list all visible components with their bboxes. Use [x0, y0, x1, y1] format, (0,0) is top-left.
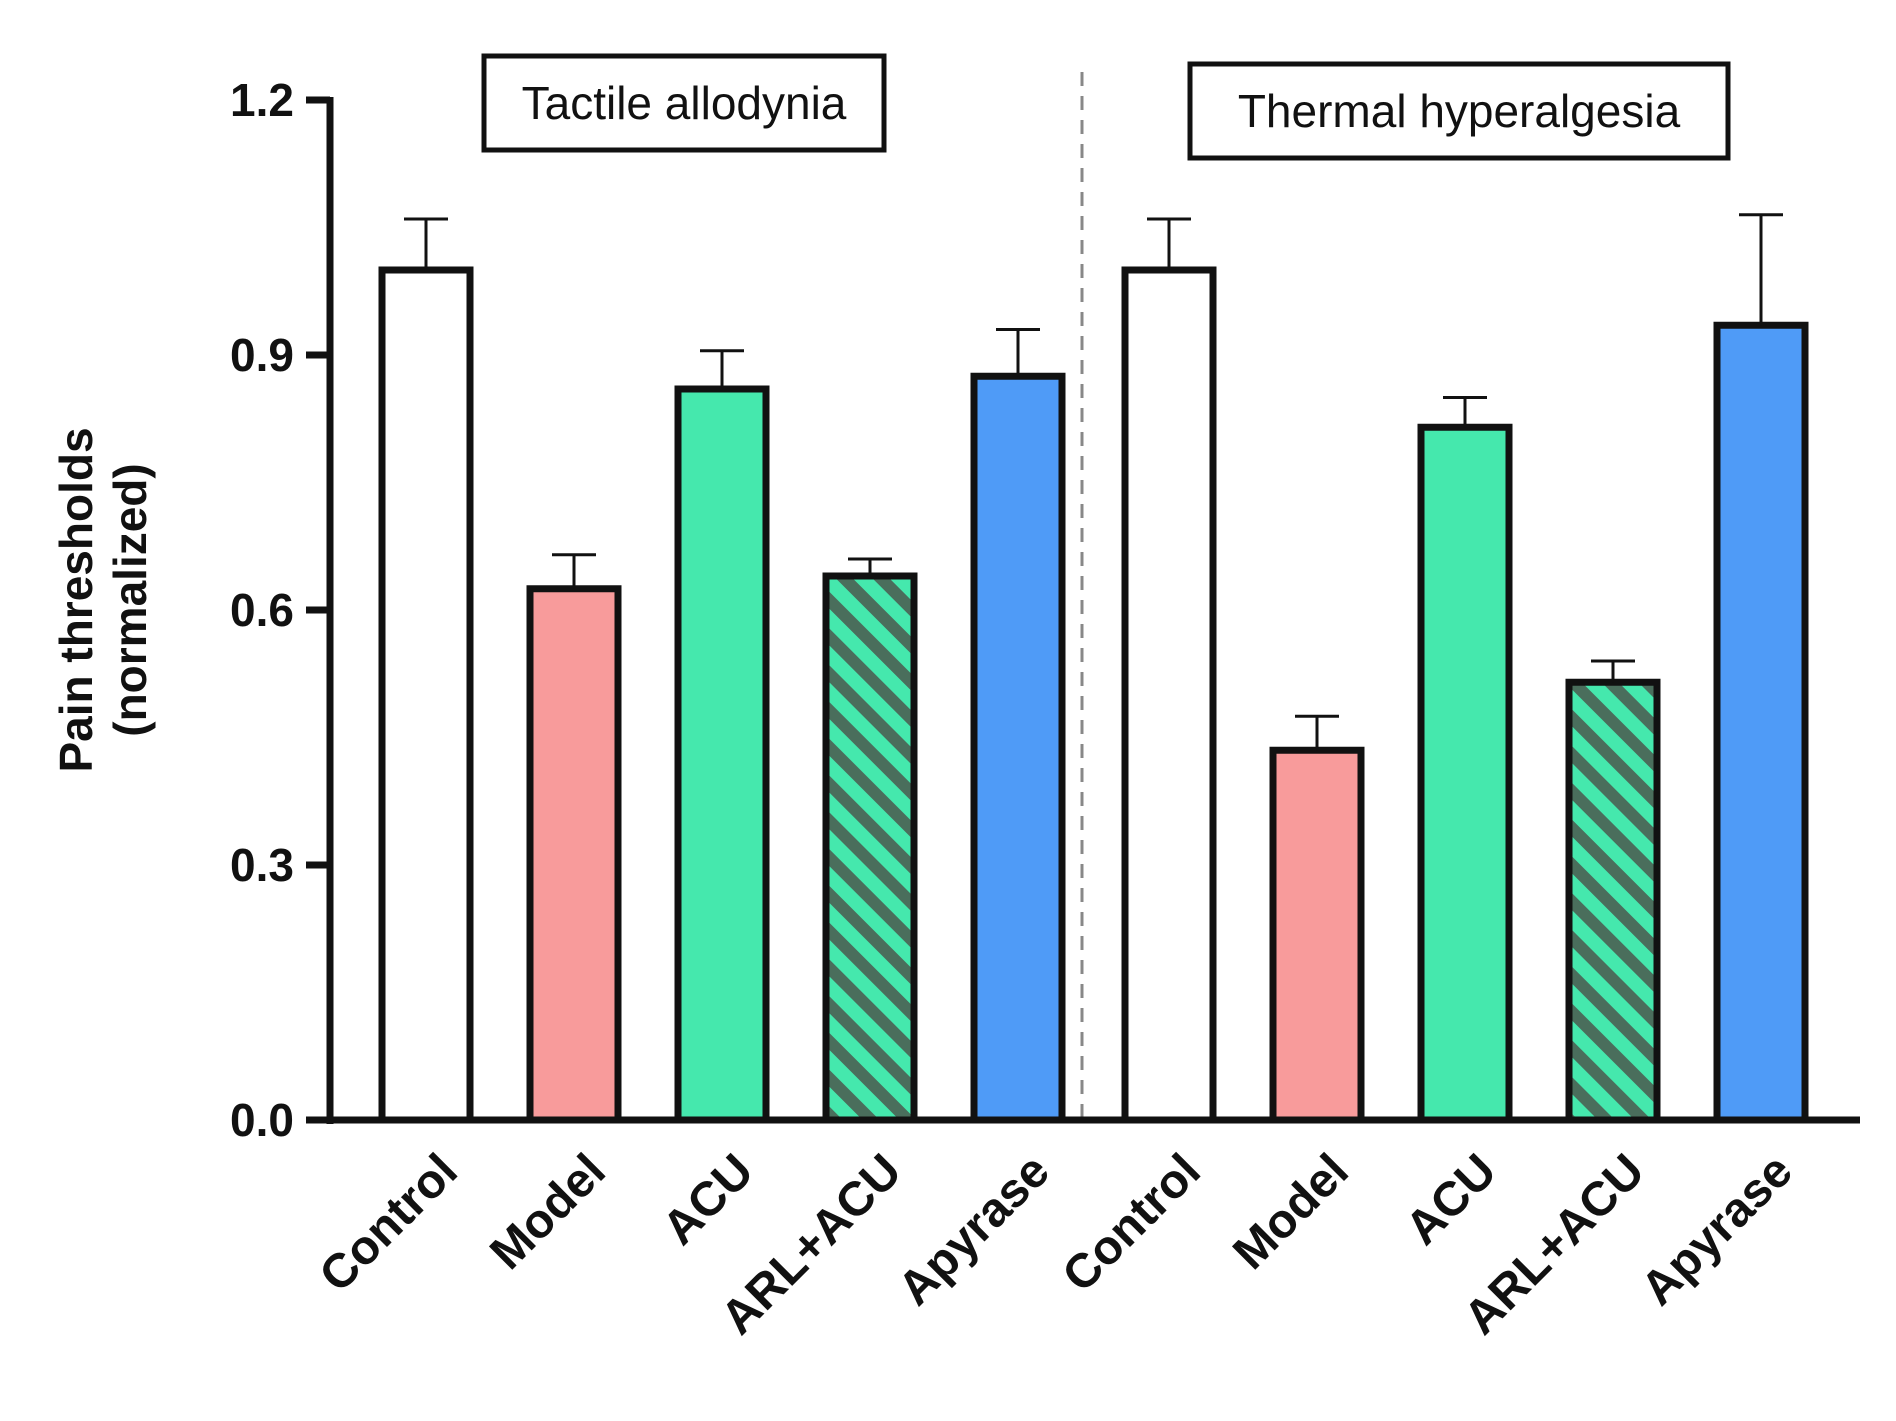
bar-thermal-hyperalgesia-arl-plus-acu: [1565, 678, 1661, 1124]
x-label-thermal-hyperalgesia-model: Model: [1223, 1144, 1359, 1280]
error-bar-thermal-hyperalgesia-arl-plus-acu: [1591, 659, 1635, 683]
x-label-thermal-hyperalgesia-acu: ACU: [1396, 1144, 1507, 1255]
y-tick-label: 0.9: [230, 329, 294, 381]
bar-tactile-allodynia-control: [378, 266, 474, 1124]
error-bar-tactile-allodynia-arl-plus-acu: [848, 557, 892, 576]
x-label-tactile-allodynia-control: Control: [310, 1144, 468, 1302]
bar-tactile-allodynia-apyrase: [970, 372, 1066, 1124]
error-bar-tactile-allodynia-apyrase: [996, 328, 1040, 377]
y-tick-label: 0.0: [230, 1094, 294, 1146]
bar-thermal-hyperalgesia-acu: [1417, 423, 1513, 1124]
error-bar-tactile-allodynia-model: [552, 553, 596, 589]
error-bar-tactile-allodynia-control: [404, 217, 448, 270]
panel-title-text: Thermal hyperalgesia: [1238, 85, 1681, 137]
error-bar-thermal-hyperalgesia-control: [1147, 217, 1191, 270]
bar-tactile-allodynia-arl-plus-acu: [822, 572, 918, 1124]
error-bar-thermal-hyperalgesia-apyrase: [1739, 213, 1783, 326]
x-label-thermal-hyperalgesia-control: Control: [1053, 1144, 1211, 1302]
x-label-tactile-allodynia-model: Model: [480, 1144, 616, 1280]
x-label-tactile-allodynia-apyrase: Apyrase: [888, 1144, 1059, 1315]
panel-title-thermal-hyperalgesia: Thermal hyperalgesia: [1187, 61, 1731, 161]
bar-tactile-allodynia-model: [526, 585, 622, 1124]
error-bar-tactile-allodynia-acu: [700, 349, 744, 389]
y-axis-label: Pain thresholds: [50, 427, 102, 772]
panel-title-text: Tactile allodynia: [522, 77, 847, 129]
y-axis-label-unit: (normalized): [104, 463, 156, 736]
panel-title-box: [481, 53, 887, 153]
y-tick-label: 1.2: [230, 74, 294, 126]
panel-title-box: [1187, 61, 1731, 161]
bar-thermal-hyperalgesia-control: [1121, 266, 1217, 1124]
x-label-thermal-hyperalgesia-apyrase: Apyrase: [1631, 1144, 1802, 1315]
bar-thermal-hyperalgesia-apyrase: [1713, 321, 1809, 1124]
y-tick-label: 0.6: [230, 584, 294, 636]
x-label-tactile-allodynia-acu: ACU: [653, 1144, 764, 1255]
bar-tactile-allodynia-acu: [674, 385, 770, 1124]
bar-thermal-hyperalgesia-model: [1269, 746, 1365, 1124]
panel-title-tactile-allodynia: Tactile allodynia: [481, 53, 887, 153]
y-tick-label: 0.3: [230, 839, 294, 891]
error-bar-thermal-hyperalgesia-acu: [1443, 396, 1487, 428]
error-bar-thermal-hyperalgesia-model: [1295, 714, 1339, 751]
